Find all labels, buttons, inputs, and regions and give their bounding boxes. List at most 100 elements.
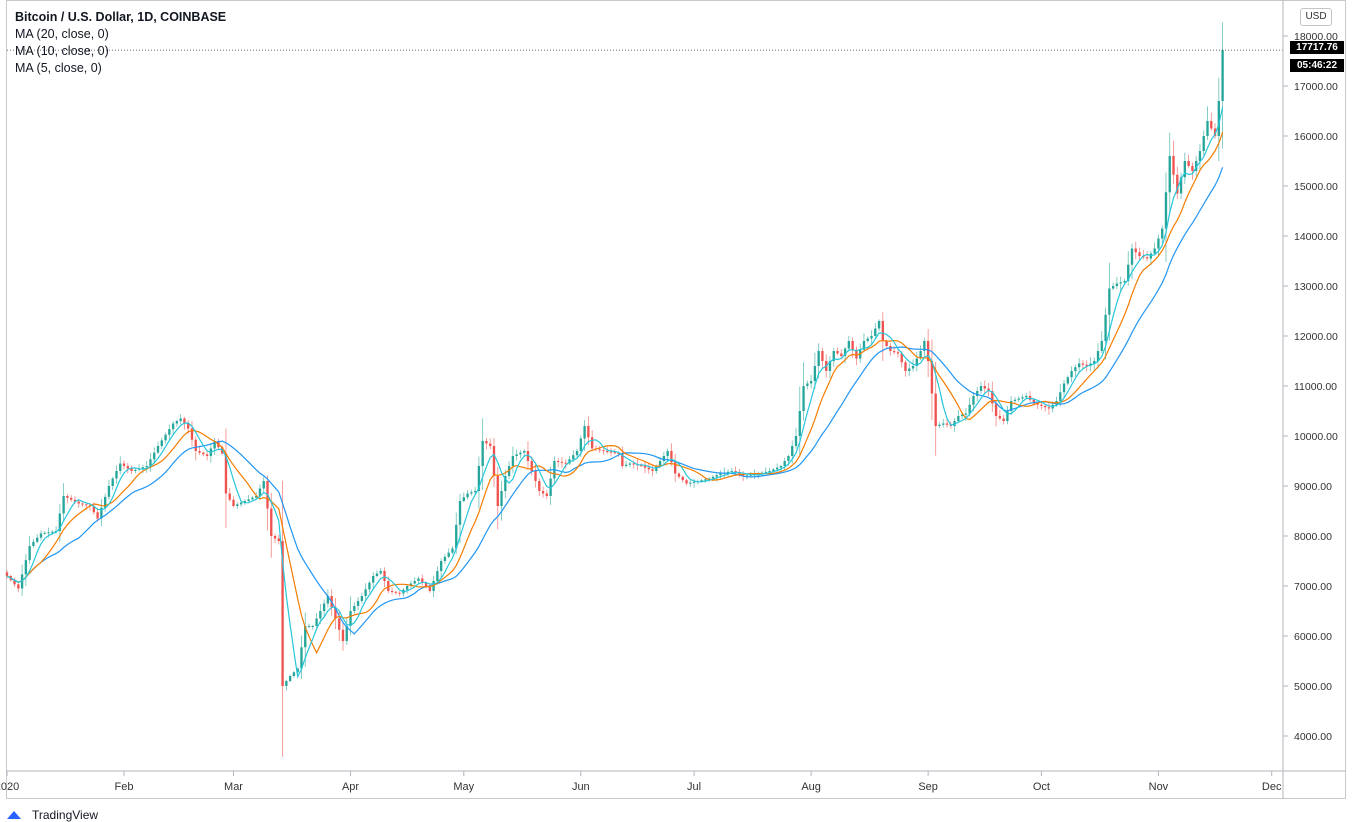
candle-up xyxy=(802,386,804,411)
candle-up xyxy=(938,425,940,426)
x-tick-label: Jun xyxy=(572,781,590,793)
brand-label[interactable]: TradingView xyxy=(32,808,98,822)
candle-down xyxy=(599,449,601,450)
x-tick-label: Sep xyxy=(918,781,938,793)
candle-up xyxy=(448,553,450,557)
candle-up xyxy=(806,384,808,387)
candle-up xyxy=(625,465,627,466)
candle-up xyxy=(512,456,514,466)
candle-up xyxy=(810,381,812,384)
y-tick-label: 9000.00 xyxy=(1294,481,1332,493)
candle-up xyxy=(576,451,578,455)
candle-up xyxy=(161,440,163,446)
legend-ma10[interactable]: MA (10, close, 0) xyxy=(15,43,226,60)
currency-badge[interactable]: USD xyxy=(1300,8,1332,26)
candle-up xyxy=(814,366,816,381)
candle-up xyxy=(451,549,453,553)
candle-up xyxy=(1153,249,1155,254)
candle-down xyxy=(1191,166,1193,171)
candle-up xyxy=(176,421,178,424)
candle-up xyxy=(380,571,382,574)
candle-down xyxy=(531,461,533,471)
candle-up xyxy=(791,446,793,456)
candle-up xyxy=(1070,371,1072,377)
candle-up xyxy=(285,681,287,686)
candle-up xyxy=(364,589,366,596)
x-tick-label: Aug xyxy=(801,781,821,793)
candle-up xyxy=(1119,282,1121,283)
candle-down xyxy=(493,446,495,476)
candle-up xyxy=(776,468,778,470)
candle-up xyxy=(848,341,850,349)
candle-down xyxy=(1135,249,1137,253)
candle-down xyxy=(229,494,231,500)
candle-up xyxy=(25,560,27,574)
candle-up xyxy=(417,579,419,582)
candle-up xyxy=(440,561,442,571)
candle-up xyxy=(1063,384,1065,393)
candle-down xyxy=(821,351,823,361)
legend-ma5[interactable]: MA (5, close, 0) xyxy=(15,60,226,77)
candle-down xyxy=(648,468,650,470)
candle-down xyxy=(497,476,499,506)
candle-up xyxy=(1161,229,1163,239)
candle-down xyxy=(81,504,83,505)
candle-up xyxy=(153,453,155,460)
candle-up xyxy=(712,477,714,479)
candle-up xyxy=(444,557,446,561)
candle-up xyxy=(1014,400,1016,401)
candle-down xyxy=(935,394,937,427)
candle-down xyxy=(1048,407,1050,408)
candle-down xyxy=(1146,257,1148,258)
y-tick-label: 7000.00 xyxy=(1294,581,1332,593)
candle-up xyxy=(357,601,359,606)
candle-up xyxy=(795,436,797,446)
y-tick-label: 17000.00 xyxy=(1294,81,1338,93)
legend-ma20[interactable]: MA (20, close, 0) xyxy=(15,26,226,43)
y-tick-label: 6000.00 xyxy=(1294,631,1332,643)
candle-up xyxy=(1067,377,1069,383)
candle-up xyxy=(319,611,321,619)
x-tick-label: Jul xyxy=(687,781,701,793)
candle-up xyxy=(164,435,166,441)
candle-up xyxy=(787,456,789,461)
candle-up xyxy=(308,626,310,627)
x-tick-label: Oct xyxy=(1033,781,1050,793)
candle-down xyxy=(195,440,197,451)
candle-down xyxy=(614,452,616,453)
chart-legend: Bitcoin / U.S. Dollar, 1D, COINBASE MA (… xyxy=(15,9,226,77)
candle-down xyxy=(561,462,563,463)
y-tick-label: 5000.00 xyxy=(1294,681,1332,693)
candle-down xyxy=(885,341,887,346)
candle-up xyxy=(731,471,733,472)
candle-up xyxy=(980,386,982,391)
footer: TradingView xyxy=(6,808,98,822)
candle-down xyxy=(904,362,906,371)
candle-up xyxy=(406,586,408,590)
symbol-title[interactable]: Bitcoin / U.S. Dollar, 1D, COINBASE xyxy=(15,9,226,26)
candle-down xyxy=(85,504,87,505)
candle-up xyxy=(361,596,363,601)
candle-down xyxy=(96,512,98,518)
candle-up xyxy=(32,542,34,546)
candle-up xyxy=(146,466,148,467)
candle-down xyxy=(587,426,589,437)
candle-up xyxy=(353,606,355,611)
candle-up xyxy=(157,446,159,453)
candle-up xyxy=(772,469,774,471)
candle-down xyxy=(999,416,1001,419)
candle-up xyxy=(251,498,253,500)
y-tick-label: 11000.00 xyxy=(1294,381,1337,393)
candle-up xyxy=(1157,239,1159,249)
candle-down xyxy=(542,491,544,494)
x-tick-label: Mar xyxy=(224,781,243,793)
candle-down xyxy=(489,444,491,447)
candle-down xyxy=(270,509,272,537)
candle-down xyxy=(606,451,608,452)
y-tick-label: 13000.00 xyxy=(1294,281,1338,293)
candle-up xyxy=(240,503,242,505)
candle-down xyxy=(6,572,8,576)
countdown-label: 05:46:22 xyxy=(1290,59,1344,72)
candle-down xyxy=(338,619,340,630)
